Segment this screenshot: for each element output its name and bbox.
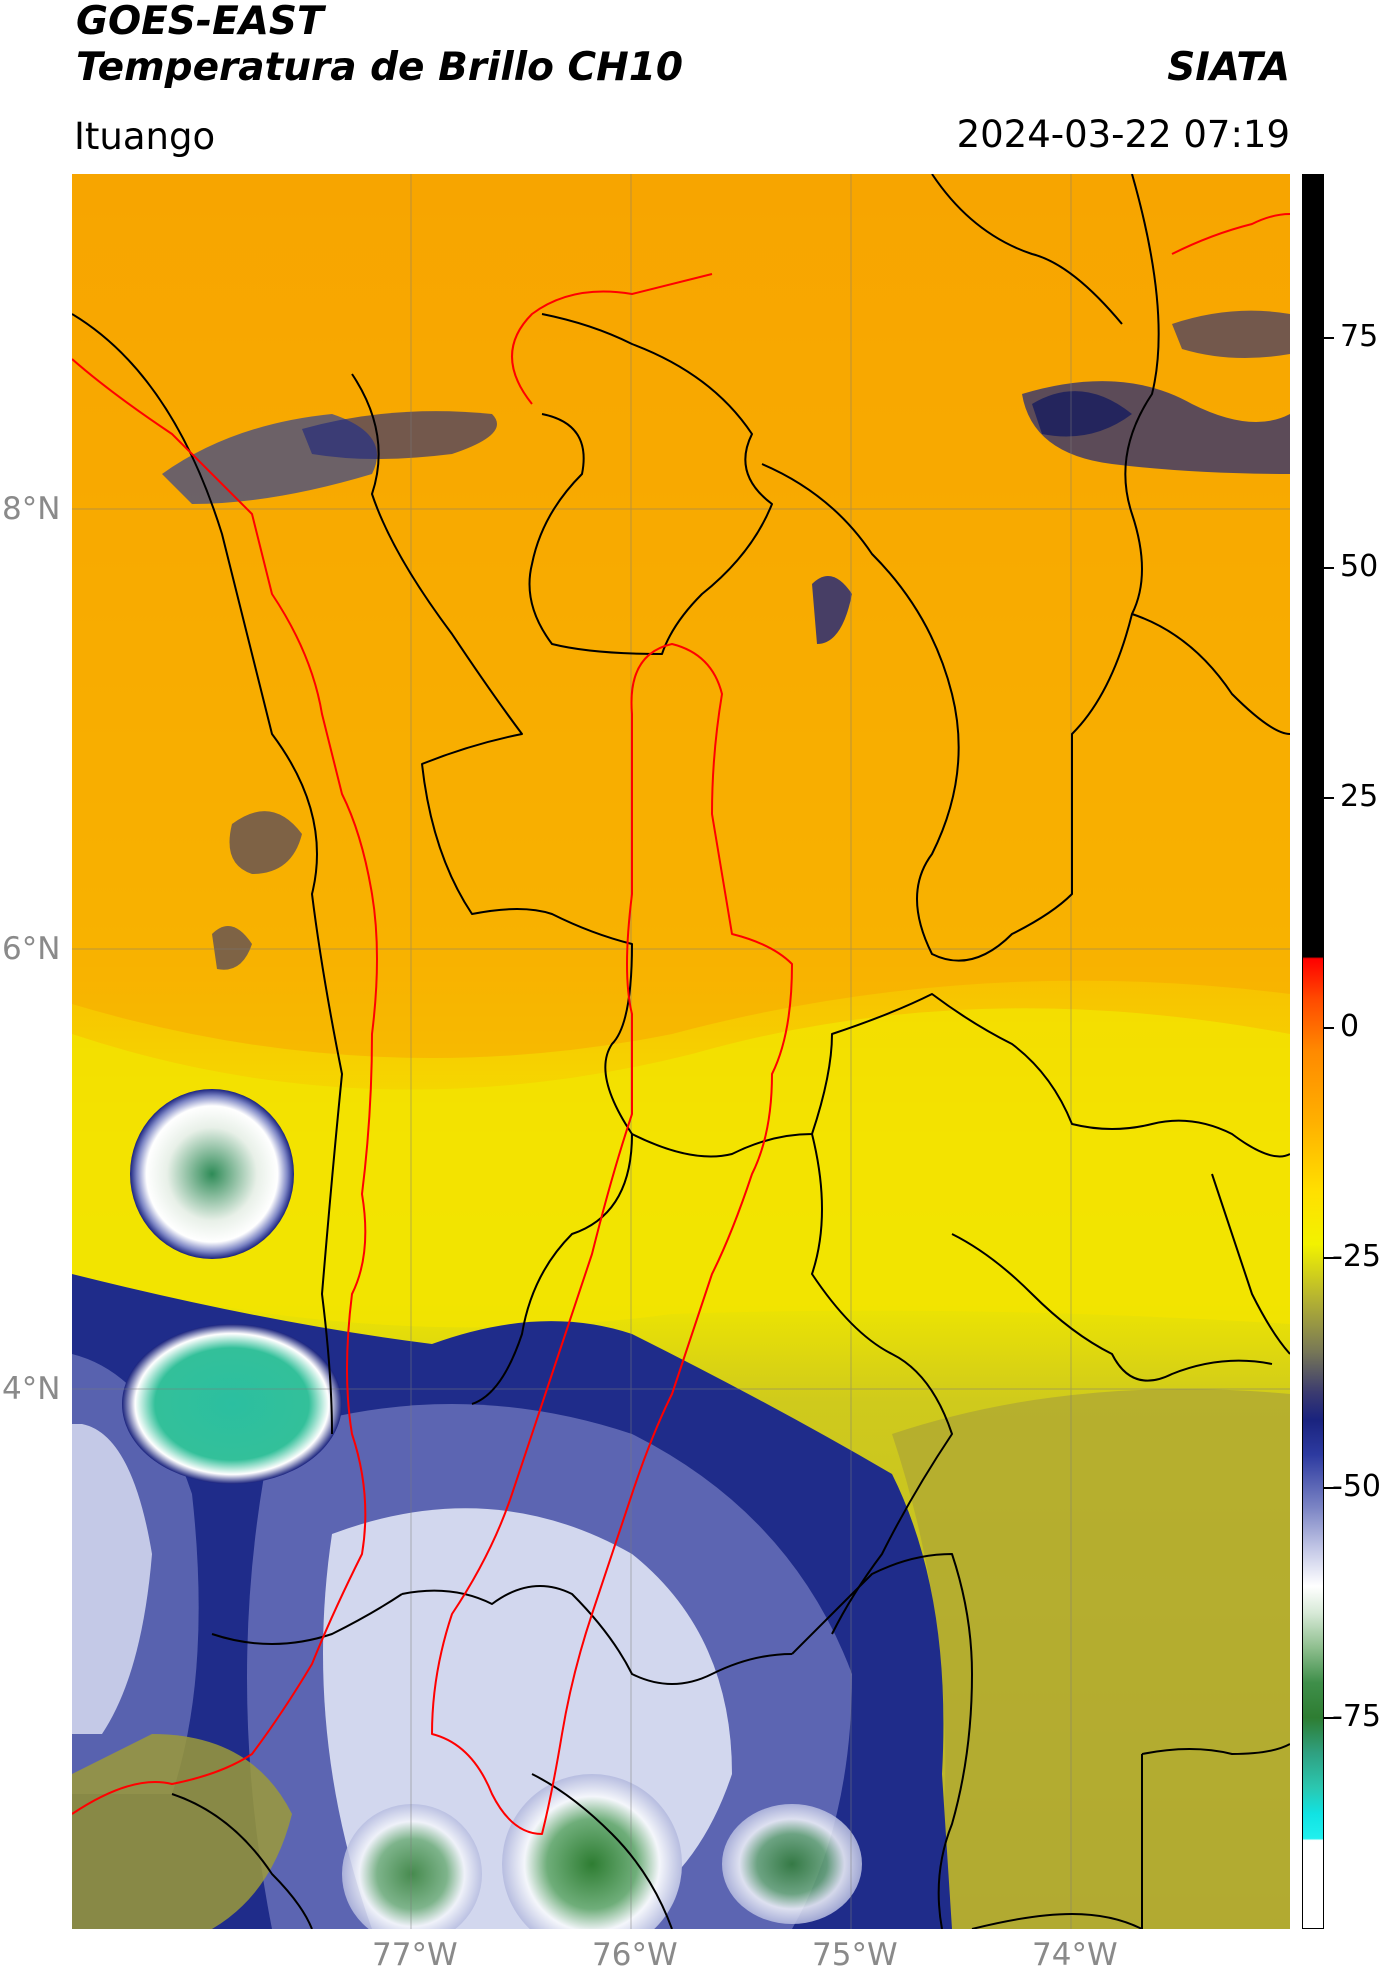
colorbar-label: 25 xyxy=(1340,779,1379,814)
satellite-title: GOES-EAST xyxy=(76,0,324,44)
colorbar-tick xyxy=(1324,1487,1334,1489)
colorbar-tick xyxy=(1324,1257,1334,1259)
location-label: Ituango xyxy=(74,115,216,158)
lon-tick-label: 77°W xyxy=(372,1937,458,1973)
colorbar-tick xyxy=(1324,797,1334,799)
colorbar-tick xyxy=(1324,567,1334,569)
lat-tick-label: 4°N xyxy=(2,1371,61,1407)
datetime-label: 2024-03-22 07:19 xyxy=(956,113,1290,156)
brightness-temperature-map xyxy=(72,174,1290,1929)
colorbar-label: 50 xyxy=(1340,549,1379,584)
colorbar-tick xyxy=(1324,337,1334,339)
colorbar-label: -50 xyxy=(1332,1469,1381,1504)
lon-tick-label: 74°W xyxy=(1032,1937,1118,1973)
lon-tick-label: 76°W xyxy=(592,1937,678,1973)
lat-tick-label: 8°N xyxy=(2,491,61,527)
colorbar-tick xyxy=(1324,1717,1334,1719)
colorbar-label: 0 xyxy=(1340,1009,1360,1044)
product-title: Temperatura de Brillo CH10 xyxy=(76,45,684,90)
colorbar-label: -25 xyxy=(1332,1239,1381,1274)
map-panel[interactable] xyxy=(72,174,1290,1929)
colorbar-tick xyxy=(1324,1027,1334,1029)
colorbar-label: 75 xyxy=(1340,319,1379,354)
lat-tick-label: 6°N xyxy=(2,931,61,967)
org-title: SIATA xyxy=(1167,45,1290,90)
colorbar-label: -75 xyxy=(1332,1699,1381,1734)
colorbar xyxy=(1302,174,1324,1929)
lon-tick-label: 75°W xyxy=(812,1937,898,1973)
